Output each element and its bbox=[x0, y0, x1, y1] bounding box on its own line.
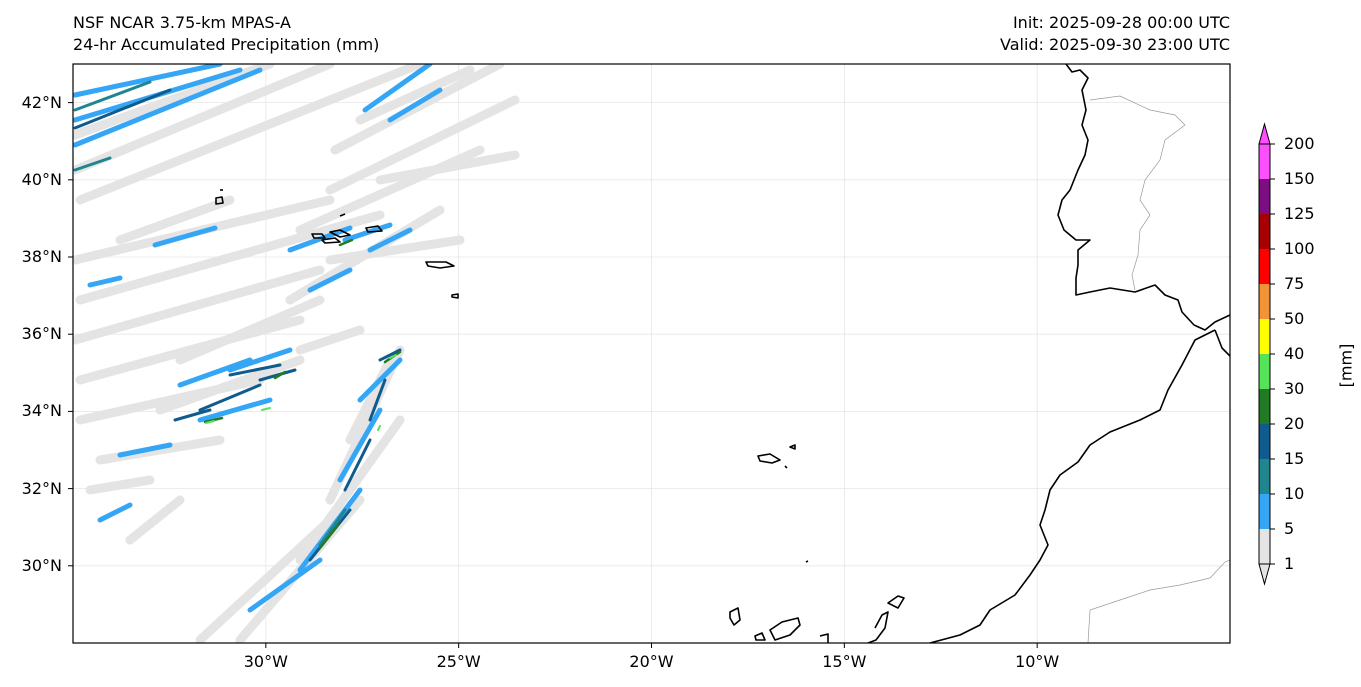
lon-tick-label: 20°W bbox=[629, 652, 674, 671]
colorbar-tick-label: 75 bbox=[1284, 274, 1305, 293]
colorbar-tick-label: 1 bbox=[1284, 554, 1295, 573]
colorbar-tick-label: 15 bbox=[1284, 449, 1305, 468]
colorbar-tick-label: 200 bbox=[1284, 134, 1315, 153]
lat-tick-label: 40°N bbox=[21, 169, 62, 189]
lat-tick-label: 30°N bbox=[21, 555, 62, 575]
axis-ticks bbox=[68, 102, 1038, 648]
colorbar-min-extend bbox=[1258, 563, 1271, 586]
lat-tick-label: 42°N bbox=[21, 92, 62, 112]
lon-tick-label: 30°W bbox=[243, 652, 288, 671]
colorbar-tick-label: 50 bbox=[1284, 309, 1305, 328]
colorbar-segment bbox=[1259, 249, 1270, 284]
colorbar-tick-label: 5 bbox=[1284, 519, 1295, 538]
model-title: NSF NCAR 3.75-km MPAS-A bbox=[73, 13, 291, 32]
lon-tick-label: 10°W bbox=[1015, 652, 1060, 671]
colorbar-tick-label: 20 bbox=[1284, 414, 1305, 433]
colorbar-tick-label: 40 bbox=[1284, 344, 1305, 363]
lon-tick-label: 15°W bbox=[822, 652, 867, 671]
colorbar-segment bbox=[1259, 424, 1270, 459]
lat-tick-label: 34°N bbox=[21, 401, 62, 421]
colorbar-segment bbox=[1259, 144, 1270, 179]
lat-tick-label: 36°N bbox=[21, 324, 62, 344]
colorbar-segment bbox=[1259, 214, 1270, 249]
colorbar-segment bbox=[1259, 389, 1270, 424]
valid-time: Valid: 2025-09-30 23:00 UTC bbox=[999, 35, 1230, 54]
precipitation-field bbox=[73, 64, 520, 643]
colorbar-segment bbox=[1259, 319, 1270, 354]
colorbar-segment bbox=[1259, 354, 1270, 389]
colorbar-tick-label: 30 bbox=[1284, 379, 1305, 398]
colorbar-max-extend bbox=[1258, 122, 1271, 145]
colorbar-tick-label: 150 bbox=[1284, 169, 1315, 188]
colorbar-segment bbox=[1259, 494, 1270, 529]
coastlines bbox=[215, 64, 1230, 643]
colorbar-segment bbox=[1259, 284, 1270, 319]
title-left: NSF NCAR 3.75-km MPAS-A 24-hr Accumulate… bbox=[73, 12, 379, 56]
lon-tick-label: 25°W bbox=[436, 652, 481, 671]
colorbar-tick-label: 10 bbox=[1284, 484, 1305, 503]
title-right: Init: 2025-09-28 00:00 UTC Valid: 2025-0… bbox=[1000, 12, 1230, 56]
colorbar-segment bbox=[1259, 179, 1270, 214]
field-title: 24-hr Accumulated Precipitation (mm) bbox=[73, 35, 380, 54]
lat-tick-label: 32°N bbox=[21, 478, 62, 498]
colorbar-tick-label: 125 bbox=[1284, 204, 1315, 223]
country-borders bbox=[1087, 95, 1230, 643]
colorbar-tick-label: 100 bbox=[1284, 239, 1315, 258]
lat-tick-label: 38°N bbox=[21, 247, 62, 266]
colorbar-segment bbox=[1259, 529, 1270, 564]
colorbar-unit-label: [mm] bbox=[1336, 343, 1356, 388]
init-time: Init: 2025-09-28 00:00 UTC bbox=[1012, 13, 1230, 32]
colorbar bbox=[1258, 122, 1275, 586]
graticule bbox=[73, 64, 1230, 643]
colorbar-segment bbox=[1259, 459, 1270, 494]
